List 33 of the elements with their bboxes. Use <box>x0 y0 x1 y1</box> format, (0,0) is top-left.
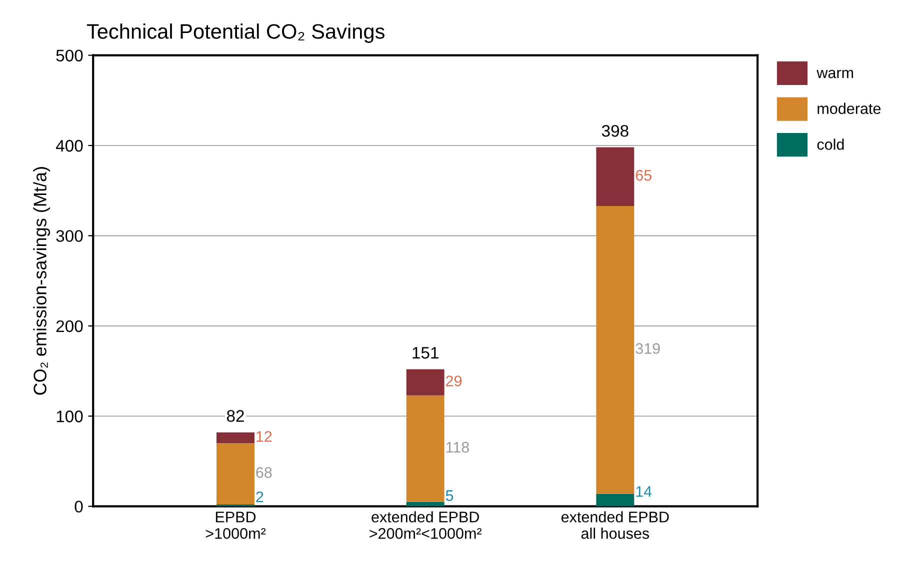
data-label: 14 <box>636 486 652 497</box>
y-tick-label: 100 <box>56 410 83 422</box>
total-label: 398 <box>602 124 628 137</box>
bar <box>596 147 634 206</box>
y-tick-label: 300 <box>56 230 83 242</box>
bar <box>406 395 444 502</box>
bar <box>596 206 634 494</box>
bar <box>406 369 444 396</box>
y-axis-title: CO₂ emission-savings (Mt/a) <box>33 167 50 395</box>
y-tick-label: 500 <box>56 50 83 62</box>
y-tick-label: 0 <box>74 500 83 513</box>
data-label: 65 <box>636 170 652 181</box>
x-tick-label: extended EPBD >200m²<1000m² <box>370 511 482 539</box>
data-label: 68 <box>256 467 272 478</box>
bar <box>216 432 254 444</box>
bar <box>216 443 254 505</box>
data-label: 29 <box>446 376 462 386</box>
legend-label: moderate <box>818 102 881 114</box>
x-tick-label: extended EPBD all houses <box>561 511 669 539</box>
x-tick-label: EPBD >1000m² <box>206 512 266 539</box>
total-label: 151 <box>412 347 438 359</box>
data-label: 2 <box>256 492 264 502</box>
total-label: 82 <box>226 410 244 422</box>
bar <box>596 494 634 506</box>
data-label: 12 <box>256 431 272 442</box>
data-label: 319 <box>636 343 660 354</box>
y-tick-label: 200 <box>56 320 83 332</box>
legend-label: cold <box>817 138 844 150</box>
y-tick-label: 400 <box>56 140 83 152</box>
data-label: 5 <box>446 490 454 501</box>
data-label: 118 <box>446 442 469 453</box>
chart-title: Technical Potential CO₂ Savings <box>86 24 384 43</box>
legend-label: warm <box>816 70 854 78</box>
